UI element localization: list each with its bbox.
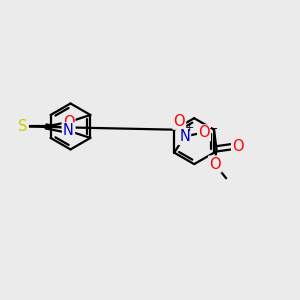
Text: O: O bbox=[232, 139, 244, 154]
Text: N: N bbox=[63, 123, 74, 138]
Text: O: O bbox=[209, 157, 221, 172]
Text: O: O bbox=[173, 114, 185, 129]
Text: N: N bbox=[179, 129, 190, 144]
Text: O: O bbox=[198, 125, 210, 140]
Text: −: − bbox=[209, 124, 218, 134]
Text: S: S bbox=[18, 119, 28, 134]
Text: +: + bbox=[185, 123, 195, 133]
Text: O: O bbox=[63, 115, 74, 130]
